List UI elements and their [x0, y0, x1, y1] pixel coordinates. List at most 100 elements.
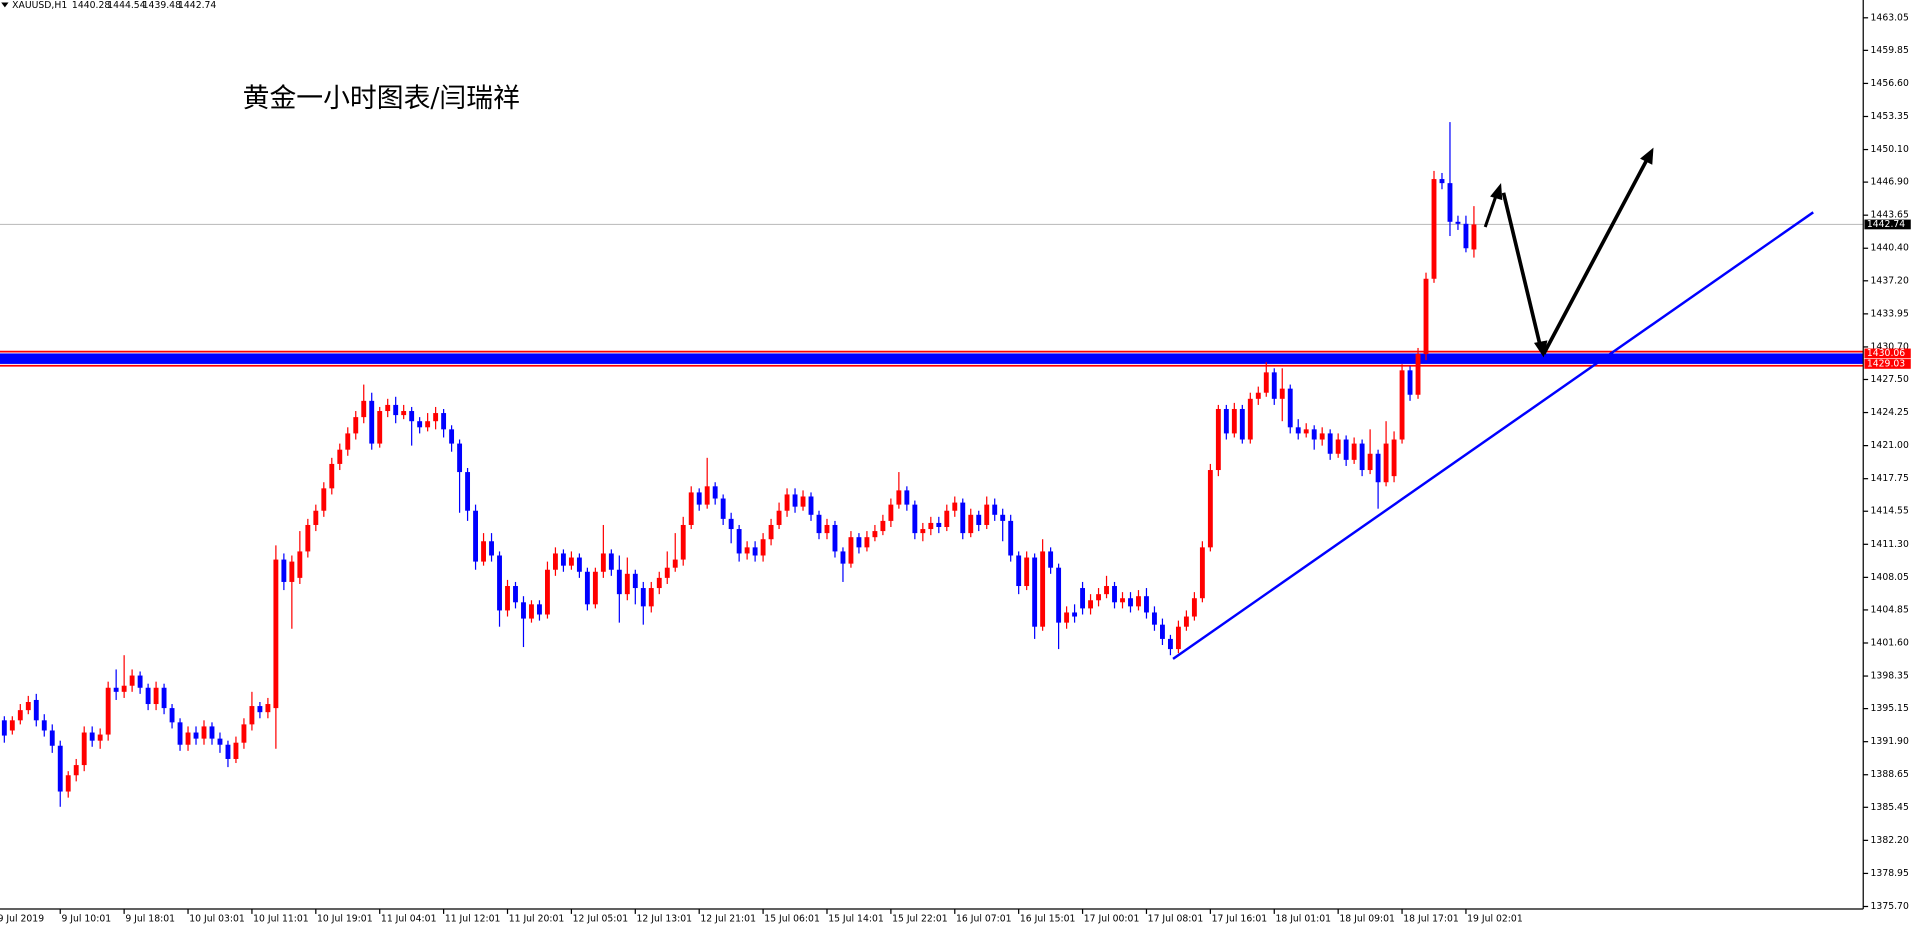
candle-body [560, 553, 566, 566]
candle-body [97, 734, 103, 741]
candle-body [233, 742, 239, 759]
candle-body [49, 730, 55, 746]
candle-body [313, 510, 319, 525]
x-tick-label: 16 Jul 07:01 [956, 913, 1012, 924]
candle-body [73, 765, 79, 776]
candle-body [169, 708, 175, 723]
candle-body [265, 704, 271, 713]
candle-body [1096, 594, 1101, 601]
x-tick-label: 11 Jul 12:01 [445, 913, 501, 924]
candle-body [513, 586, 518, 603]
candle-body [545, 569, 550, 615]
candle-body [1040, 551, 1046, 627]
x-tick-label: 12 Jul 13:01 [637, 913, 693, 924]
candle-body [209, 726, 215, 739]
candle-body [1351, 443, 1357, 460]
candle-body [1407, 370, 1413, 395]
x-tick-label: 9 Jul 2019 [0, 913, 44, 924]
candle-body [984, 504, 990, 525]
candle-body [1104, 586, 1109, 595]
candle-body [928, 522, 934, 530]
candle-body [584, 571, 590, 605]
candle-body [552, 553, 558, 570]
candle-body [1072, 612, 1078, 617]
candle-body [105, 687, 111, 735]
x-tick-label: 15 Jul 22:01 [892, 913, 948, 924]
candle-body [1048, 551, 1054, 568]
chart-title: 黄金一小时图表/闫瑞祥 [243, 83, 520, 114]
candle-body [1271, 372, 1277, 399]
candle-body [1431, 179, 1437, 279]
candle-body [1191, 598, 1197, 617]
price-lines [0, 223, 1864, 367]
candle-body [744, 547, 750, 554]
candle-body [369, 400, 375, 444]
candle-body [1223, 408, 1229, 434]
candle-body [1359, 443, 1365, 471]
x-tick-label: 9 Jul 10:01 [61, 913, 111, 924]
candle-body [521, 602, 526, 619]
candle-body [345, 433, 351, 450]
y-tick-label: 1417.75 [1871, 473, 1909, 484]
candle-body [113, 687, 119, 692]
candle-body [201, 726, 207, 739]
candle-body [1032, 557, 1038, 627]
candle-body [1207, 470, 1213, 548]
candle-body [505, 586, 510, 611]
y-tick-label: 1414.55 [1871, 506, 1909, 517]
candle-body [1, 720, 7, 736]
y-tick-label: 1382.20 [1871, 835, 1909, 846]
candle-body [41, 720, 47, 731]
candle-body [696, 492, 702, 505]
candle-body [856, 537, 862, 548]
y-tick-label: 1385.45 [1871, 802, 1909, 813]
candle-body [760, 539, 766, 556]
candle-body [1311, 429, 1317, 440]
candle-body [632, 573, 638, 589]
candle-body [920, 529, 926, 534]
y-tick-label: 1378.95 [1871, 868, 1909, 879]
x-tick-label: 12 Jul 05:01 [573, 913, 629, 924]
candle-body [608, 553, 614, 570]
candle-body [720, 498, 726, 519]
level-label: 1430.06 [1867, 348, 1905, 359]
candle-body [840, 551, 846, 564]
y-tick-label: 1440.40 [1871, 243, 1909, 254]
x-tick-label: 10 Jul 19:01 [317, 913, 373, 924]
candle-body [1167, 638, 1173, 650]
candle-body [305, 524, 311, 552]
candle-body [640, 588, 646, 607]
candle-body [425, 421, 431, 428]
candle-body [9, 720, 15, 731]
candle-body [832, 524, 838, 552]
x-tick-label: 11 Jul 04:01 [381, 913, 437, 924]
x-tick-label: 18 Jul 09:01 [1339, 913, 1395, 924]
candle-body [1455, 221, 1461, 224]
trend-line [1172, 211, 1814, 660]
candle-body [1375, 453, 1381, 483]
candle-body [952, 502, 958, 511]
candle-body [896, 490, 902, 505]
candle-body [1471, 224, 1477, 250]
candle-body [1056, 567, 1062, 623]
x-tick-label: 10 Jul 03:01 [189, 913, 245, 924]
candle-body [1391, 439, 1397, 477]
candle-body [361, 400, 367, 418]
candle-body [177, 722, 183, 745]
candle-body [409, 411, 415, 422]
candle-body [1231, 408, 1237, 434]
x-tick-label: 17 Jul 08:01 [1148, 913, 1204, 924]
candle-body [1112, 586, 1117, 603]
candle-body [441, 413, 447, 430]
candle-body [481, 541, 486, 562]
candle-body [1303, 429, 1309, 434]
candle-body [161, 687, 167, 709]
candle-body [1343, 439, 1349, 460]
x-tick-label: 18 Jul 17:01 [1403, 913, 1459, 924]
candle-body [1319, 433, 1325, 440]
candle-body [1295, 427, 1301, 434]
arrow [1483, 194, 1498, 228]
candle-body [1463, 223, 1469, 249]
candle-body [1215, 408, 1221, 471]
